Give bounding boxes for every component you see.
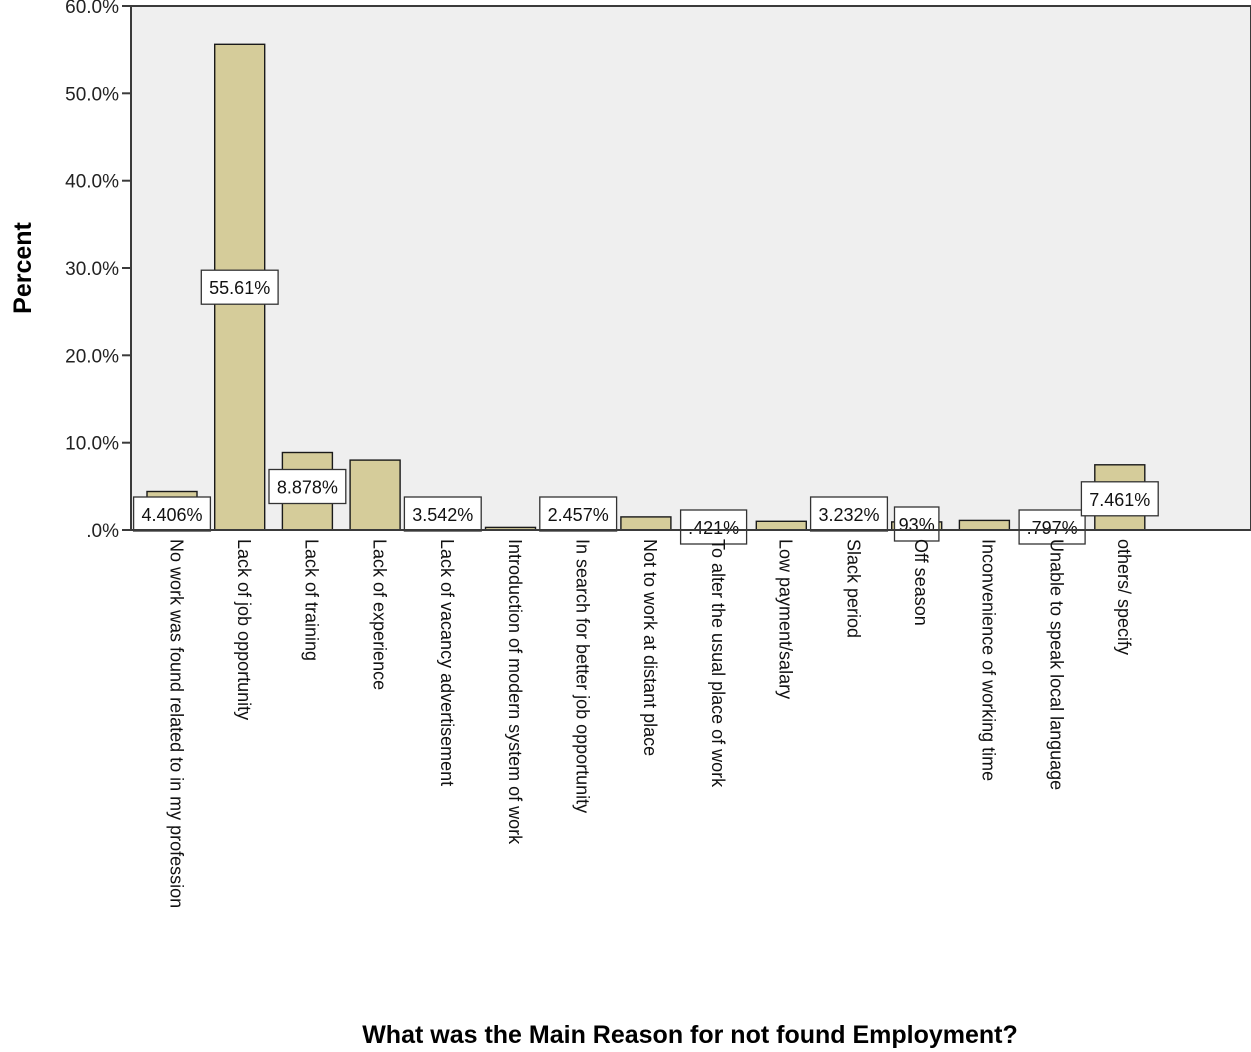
data-label: 4.406% bbox=[132, 496, 212, 532]
category-label: Lack of experience bbox=[369, 539, 389, 690]
data-label: 93% bbox=[893, 506, 940, 542]
axes-group: .0% 10.0% 20.0% 30.0% 40.0% 50.0% 60.0% bbox=[65, 0, 1251, 542]
category-label: No work was found related to in my profe… bbox=[166, 539, 186, 908]
category-label: Not to work at distant place bbox=[640, 539, 660, 756]
category-label: Low payment/salary bbox=[776, 539, 796, 699]
category-label: In search for better job opportunity bbox=[572, 539, 592, 813]
bar bbox=[755, 520, 807, 531]
data-label-box bbox=[200, 269, 279, 305]
data-label-text: 93% bbox=[899, 515, 935, 535]
y-tick-label: .0% bbox=[86, 521, 119, 542]
data-label-box bbox=[268, 468, 347, 505]
data-label-text: 4.406% bbox=[141, 505, 202, 525]
category-labels-group: No work was found related to in my profe… bbox=[166, 539, 1134, 908]
category-label: Introduction of modern system of work bbox=[505, 539, 525, 845]
bar bbox=[620, 516, 672, 531]
plot-area bbox=[130, 5, 1251, 531]
category-label: To alter the usual place of work bbox=[708, 539, 728, 788]
data-label-box bbox=[403, 496, 482, 532]
data-label-text: 8.878% bbox=[277, 478, 338, 498]
data-label: .797% bbox=[1018, 509, 1086, 545]
data-label: 3.542% bbox=[403, 496, 482, 532]
data-label: 8.878% bbox=[268, 468, 347, 505]
data-label-text: 2.457% bbox=[548, 505, 609, 525]
data-label-text: 55.61% bbox=[209, 278, 270, 298]
y-tick-label: 50.0% bbox=[65, 84, 119, 105]
category-label: Slack period bbox=[843, 539, 863, 638]
category-label: Lack of job opportunity bbox=[234, 539, 254, 720]
data-label-box bbox=[893, 506, 940, 542]
data-label-box bbox=[679, 509, 748, 545]
data-label-text: 3.542% bbox=[412, 505, 473, 525]
bar bbox=[958, 519, 1011, 531]
bar bbox=[349, 459, 401, 531]
y-tick-label: 40.0% bbox=[65, 172, 119, 193]
category-label: Inconvenience of working time bbox=[979, 539, 999, 781]
x-axis-title: What was the Main Reason for not found E… bbox=[362, 1021, 1018, 1049]
y-tick-label: 30.0% bbox=[65, 259, 119, 280]
data-label-text: .421% bbox=[688, 518, 739, 538]
data-label: .421% bbox=[679, 509, 748, 545]
data-label-text: 7.461% bbox=[1089, 490, 1150, 510]
category-label: others/ specify bbox=[1114, 539, 1134, 655]
category-label: Off season bbox=[911, 539, 931, 626]
data-label: 2.457% bbox=[539, 496, 618, 532]
data-label-text: 3.232% bbox=[818, 505, 879, 525]
y-tick-label: 20.0% bbox=[65, 346, 119, 367]
data-label: 55.61% bbox=[200, 269, 279, 305]
data-label: 3.232% bbox=[809, 496, 889, 532]
data-label-box bbox=[1018, 509, 1086, 545]
data-label-text: .797% bbox=[1027, 518, 1078, 538]
y-tick-label: 10.0% bbox=[65, 434, 119, 455]
y-axis-title: Percent bbox=[9, 221, 37, 313]
category-label: Lack of training bbox=[302, 539, 322, 661]
y-tick-label: 60.0% bbox=[65, 0, 119, 18]
category-label: Lack of vacancy advertisement bbox=[437, 539, 457, 786]
data-label-box bbox=[809, 496, 889, 532]
data-label: 7.461% bbox=[1080, 481, 1159, 517]
data-label-box bbox=[1080, 481, 1159, 517]
category-label: Unable to speak local language bbox=[1046, 539, 1066, 790]
